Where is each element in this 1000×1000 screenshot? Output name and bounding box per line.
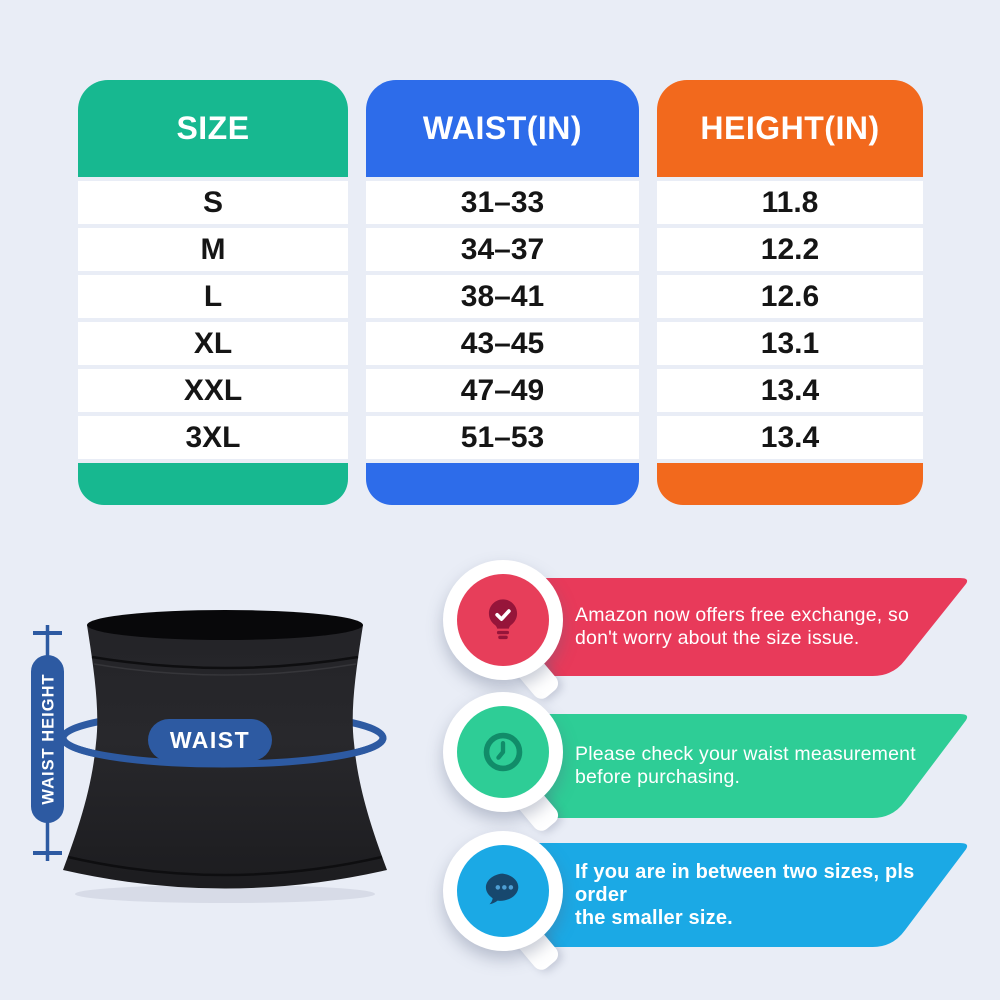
table-cell: 43–45 [366,322,639,365]
table-cell: 12.2 [657,228,923,271]
table-column-waist: WAIST(IN) 31–33 34–37 38–41 43–45 47–49 … [366,80,639,505]
table-cell: L [78,275,348,318]
callout-text: If you are in between two sizes, pls ord… [575,843,935,947]
table-cell: S [78,181,348,224]
waist-height-label: WAIST HEIGHT [40,673,58,804]
table-cell: 38–41 [366,275,639,318]
column-footer-bar [78,463,348,505]
ribbon-shape [528,843,968,947]
ground-shadow [75,885,375,903]
top-seam-stitch [93,663,357,676]
icon-circle [457,845,549,937]
clock-icon [483,732,523,772]
table-cell: 13.4 [657,369,923,412]
callout-text: Please check your waist measurement befo… [575,714,935,818]
icon-badge [443,692,563,812]
table-cell: XL [78,322,348,365]
callout-text-line: If you are in between two sizes, pls ord… [575,860,915,906]
callout-between-sizes: If you are in between two sizes, pls ord… [443,831,983,974]
ribbon-shape [528,714,968,818]
table-cell: XXL [78,369,348,412]
column-header-waist: WAIST(IN) [366,80,639,177]
ribbon-shape [528,578,968,676]
callout-text-line: before purchasing. [575,766,741,788]
table-cell: 47–49 [366,369,639,412]
table-cell: 12.6 [657,275,923,318]
callout-text-line: don't worry about the size issue. [575,627,860,649]
table-cell: 13.4 [657,416,923,459]
size-chart-table: SIZE S M L XL XXL 3XL WAIST(IN) 31–33 34… [78,80,923,505]
table-column-height: HEIGHT(IN) 11.8 12.2 12.6 13.1 13.4 13.4 [657,80,923,505]
table-cell: 3XL [78,416,348,459]
waist-label-pill: WAIST [148,719,272,761]
table-cell: M [78,228,348,271]
callout-free-exchange: Amazon now offers free exchange, so don'… [443,560,983,703]
table-cell: 31–33 [366,181,639,224]
table-cell: 51–53 [366,416,639,459]
column-footer-bar [366,463,639,505]
table-column-size: SIZE S M L XL XXL 3XL [78,80,348,505]
lightbulb-check-icon [488,599,518,640]
waist-measure-ellipse-front [59,737,387,768]
waist-label: WAIST [170,727,250,753]
icon-badge [443,560,563,680]
top-seam [91,655,359,670]
table-cell: 13.1 [657,322,923,365]
column-header-height: HEIGHT(IN) [657,80,923,177]
icon-circle [457,706,549,798]
waist-height-ruler: WAIST HEIGHT [31,625,64,861]
callout-text-line: Please check your waist measurement [575,743,916,765]
table-cell: 11.8 [657,181,923,224]
chat-dots-icon [485,873,519,905]
callout-text-line: the smaller size. [575,906,733,929]
icon-badge [443,831,563,951]
callout-check-measurement: Please check your waist measurement befo… [443,692,983,835]
bottom-hem [67,855,383,877]
waist-trainer-illustration: WAIST WAIST HEIGHT [31,610,387,903]
column-header-size: SIZE [78,80,348,177]
icon-circle [457,574,549,666]
column-footer-bar [657,463,923,505]
callout-text-line: Amazon now offers free exchange, so [575,604,909,626]
trainer-opening [87,610,363,640]
table-cell: 34–37 [366,228,639,271]
callout-text: Amazon now offers free exchange, so don'… [575,578,935,676]
